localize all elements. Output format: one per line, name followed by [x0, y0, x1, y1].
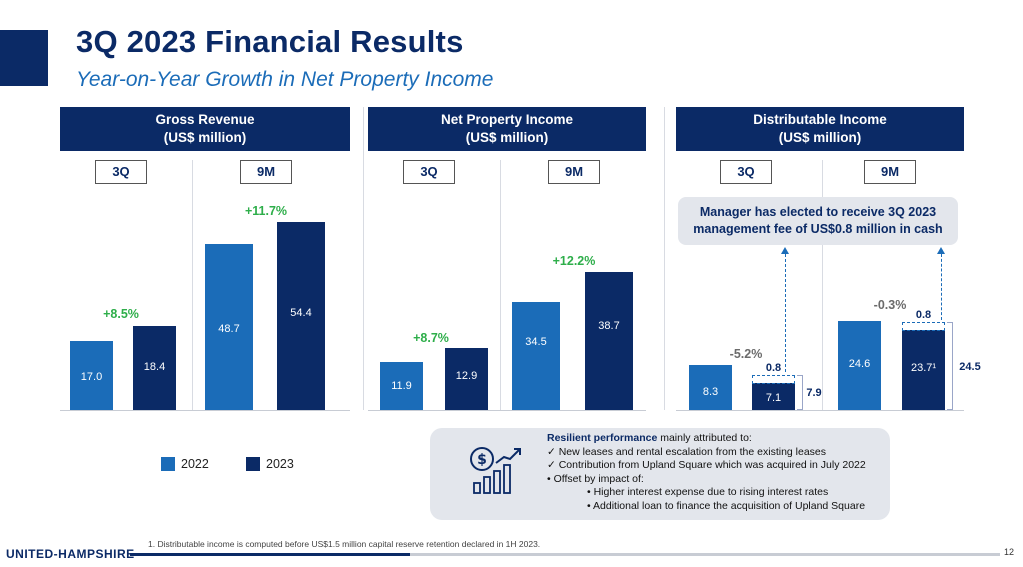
bar-label: 38.7 — [598, 320, 620, 332]
fee-label: 0.8 — [915, 309, 932, 321]
management-fee-callout: Manager has elected to receive 3Q 2023 m… — [678, 197, 958, 245]
baseline — [368, 410, 646, 411]
fee-box — [752, 375, 795, 384]
bar-gross-revenue-9m-2022 — [205, 244, 253, 410]
fee-label: 0.8 — [765, 362, 782, 374]
growth-label: +8.7% — [413, 331, 449, 345]
panel-title: Net Property Income — [440, 112, 574, 127]
accent-square — [0, 30, 48, 86]
arrow-up-icon — [937, 247, 945, 254]
bar-di-9m-2022 — [838, 321, 881, 410]
financial-growth-icon: $ — [470, 447, 521, 494]
period-tag-3q: 3Q — [95, 160, 147, 184]
bar-label: 11.9 — [391, 380, 412, 392]
info-box — [430, 428, 890, 520]
footer-bar — [130, 553, 1000, 556]
arrow-line — [941, 254, 942, 320]
page-number: 12 — [1004, 547, 1015, 557]
bar-di-9m-2023 — [902, 330, 945, 410]
bar-label: 12.9 — [455, 370, 478, 382]
total-bracket — [797, 375, 803, 410]
panel-unit: (US$ million) — [778, 130, 862, 145]
period-tag-9m: 9M — [240, 160, 292, 184]
growth-label: -5.2% — [729, 347, 763, 361]
bar-npi-3q-2023 — [445, 348, 488, 410]
growth-label: +8.5% — [103, 307, 139, 321]
bar-gross-revenue-9m-2023 — [277, 222, 325, 410]
bar-npi-9m-2022 — [512, 302, 560, 410]
info-item: ✓ New leases and rental escalation from … — [547, 445, 827, 458]
period-tag-9m: 9M — [548, 160, 600, 184]
legend-swatch-2022 — [161, 457, 175, 471]
total-bracket — [947, 322, 953, 410]
company-logo: UNITED-HAMPSHIRE — [6, 547, 135, 561]
bar-gross-revenue-3q-2023 — [133, 326, 176, 410]
panel-title: Gross Revenue — [155, 112, 255, 127]
growth-label: +11.7% — [244, 204, 288, 218]
bar-di-3q-2022 — [689, 365, 732, 410]
panel-divider — [664, 107, 665, 410]
growth-label: +12.2% — [552, 254, 596, 268]
baseline — [676, 410, 964, 411]
info-lead-rest: mainly attributed to: — [657, 432, 752, 444]
panel-header-net-property-income: Net Property Income (US$ million) — [368, 107, 646, 151]
legend-swatch-2023 — [246, 457, 260, 471]
info-item: • Offset by impact of: — [547, 472, 644, 485]
page-subtitle: Year-on-Year Growth in Net Property Inco… — [76, 68, 494, 91]
panel-divider — [363, 107, 364, 410]
callout-line: Manager has elected to receive 3Q 2023 — [699, 205, 937, 219]
bar-label: 23.7¹ — [910, 362, 937, 374]
legend-label-2022: 2022 — [181, 457, 209, 471]
info-lead: Resilient performance mainly attributed … — [547, 432, 866, 446]
bar-label: 24.6 — [848, 358, 871, 370]
panel-unit: (US$ million) — [465, 130, 549, 145]
panel-unit: (US$ million) — [163, 130, 247, 145]
info-subitem: • Additional loan to finance the acquisi… — [587, 499, 866, 512]
period-divider — [822, 160, 823, 410]
bar-label: 34.5 — [525, 336, 547, 348]
panel-header-gross-revenue: Gross Revenue (US$ million) — [60, 107, 350, 151]
footer-progress — [130, 553, 410, 556]
period-divider — [192, 160, 193, 410]
page-title: 3Q 2023 Financial Results — [76, 24, 464, 59]
legend-label-2023: 2023 — [266, 457, 294, 471]
bar-npi-3q-2022 — [380, 362, 423, 410]
bar-label: 48.7 — [218, 323, 240, 335]
period-divider — [500, 160, 501, 410]
arrow-up-icon — [781, 247, 789, 254]
arrow-line — [785, 254, 786, 372]
period-tag-3q: 3Q — [403, 160, 455, 184]
bar-label: 8.3 — [702, 386, 719, 398]
info-subitem: • Higher interest expense due to rising … — [587, 486, 829, 498]
period-tag-3q: 3Q — [720, 160, 772, 184]
info-item: ✓ Contribution from Upland Square which … — [547, 459, 866, 471]
bar-label: 7.1 — [765, 392, 782, 404]
svg-text:$: $ — [477, 452, 487, 468]
growth-label: -0.3% — [873, 298, 907, 312]
info-lead-bold: Resilient performance — [547, 432, 658, 444]
info-text: Resilient performance mainly attributed … — [547, 432, 866, 513]
total-label: 24.5 — [959, 361, 981, 373]
period-tag-9m: 9M — [864, 160, 916, 184]
bar-label: 54.4 — [290, 307, 312, 319]
callout-line: management fee of US$0.8 million in cash — [693, 222, 943, 236]
footnote: 1. Distributable income is computed befo… — [148, 539, 541, 549]
bar-label: 17.0 — [80, 371, 103, 383]
bar-npi-9m-2023 — [585, 272, 633, 410]
baseline — [60, 410, 350, 411]
fee-box — [902, 322, 945, 331]
bar-di-3q-2023 — [752, 383, 795, 410]
bar-label: 18.4 — [143, 361, 166, 373]
panel-header-distributable-income: Distributable Income (US$ million) — [676, 107, 964, 151]
bar-gross-revenue-3q-2022 — [70, 341, 113, 410]
total-label: 7.9 — [806, 387, 822, 399]
panel-title: Distributable Income — [753, 112, 887, 127]
